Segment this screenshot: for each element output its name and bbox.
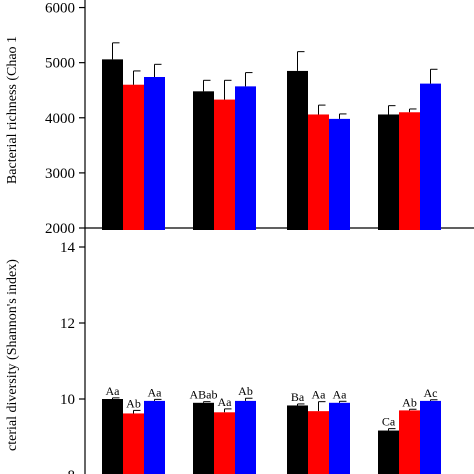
bar bbox=[308, 114, 329, 230]
significance-label: ABab bbox=[190, 388, 218, 402]
bar bbox=[235, 86, 256, 230]
bar bbox=[420, 400, 441, 474]
bar bbox=[144, 76, 165, 231]
y-tick-label: 2000 bbox=[45, 221, 75, 237]
bar bbox=[102, 399, 123, 474]
significance-label: Ab bbox=[238, 384, 253, 398]
bar bbox=[235, 400, 256, 474]
bar bbox=[193, 91, 214, 230]
significance-label: Ca bbox=[382, 415, 396, 429]
bar bbox=[214, 99, 235, 230]
y-tick-label: 5000 bbox=[45, 56, 75, 72]
significance-label: Aa bbox=[333, 387, 348, 401]
y-axis-title: cterial diversity (Shannon's index) bbox=[5, 259, 20, 451]
diversity-panel: 8 10 12 14 cterial diversity (Shannon's inde… bbox=[5, 228, 441, 474]
y-axis-title: Bacterial richness (Chao 1 bbox=[5, 36, 20, 184]
bar bbox=[287, 405, 308, 474]
y-tick-label: 4000 bbox=[45, 111, 75, 127]
bar bbox=[399, 410, 420, 474]
bar bbox=[329, 118, 350, 230]
richness-panel: 2000 3000 4000 5000 6000 Bacterial richness (… bbox=[5, 0, 474, 237]
bar bbox=[144, 400, 165, 474]
bar bbox=[378, 430, 399, 474]
y-tick-label: 6000 bbox=[45, 1, 75, 17]
y-tick-label: 3000 bbox=[45, 166, 75, 182]
bar bbox=[123, 84, 144, 230]
bar bbox=[378, 114, 399, 230]
bar bbox=[287, 70, 308, 230]
bar bbox=[399, 112, 420, 230]
significance-label: Ac bbox=[424, 386, 438, 400]
y-tick-label: 8 bbox=[68, 468, 76, 474]
y-tick-label: 10 bbox=[60, 392, 75, 408]
bar bbox=[214, 412, 235, 474]
significance-label: Aa bbox=[106, 384, 121, 398]
significance-label: Ab bbox=[402, 395, 417, 409]
bar bbox=[420, 83, 441, 230]
bar bbox=[329, 402, 350, 474]
bar bbox=[193, 402, 214, 474]
bar bbox=[308, 411, 329, 474]
bar bbox=[102, 59, 123, 230]
significance-label: Aa bbox=[312, 388, 327, 402]
significance-label: Aa bbox=[148, 385, 163, 399]
bar bbox=[123, 413, 144, 474]
significance-label: Aa bbox=[218, 395, 233, 409]
significance-label: Ba bbox=[291, 390, 305, 404]
significance-label: Ab bbox=[126, 396, 141, 410]
y-tick-label: 14 bbox=[60, 240, 76, 256]
y-tick-label: 12 bbox=[60, 316, 75, 332]
